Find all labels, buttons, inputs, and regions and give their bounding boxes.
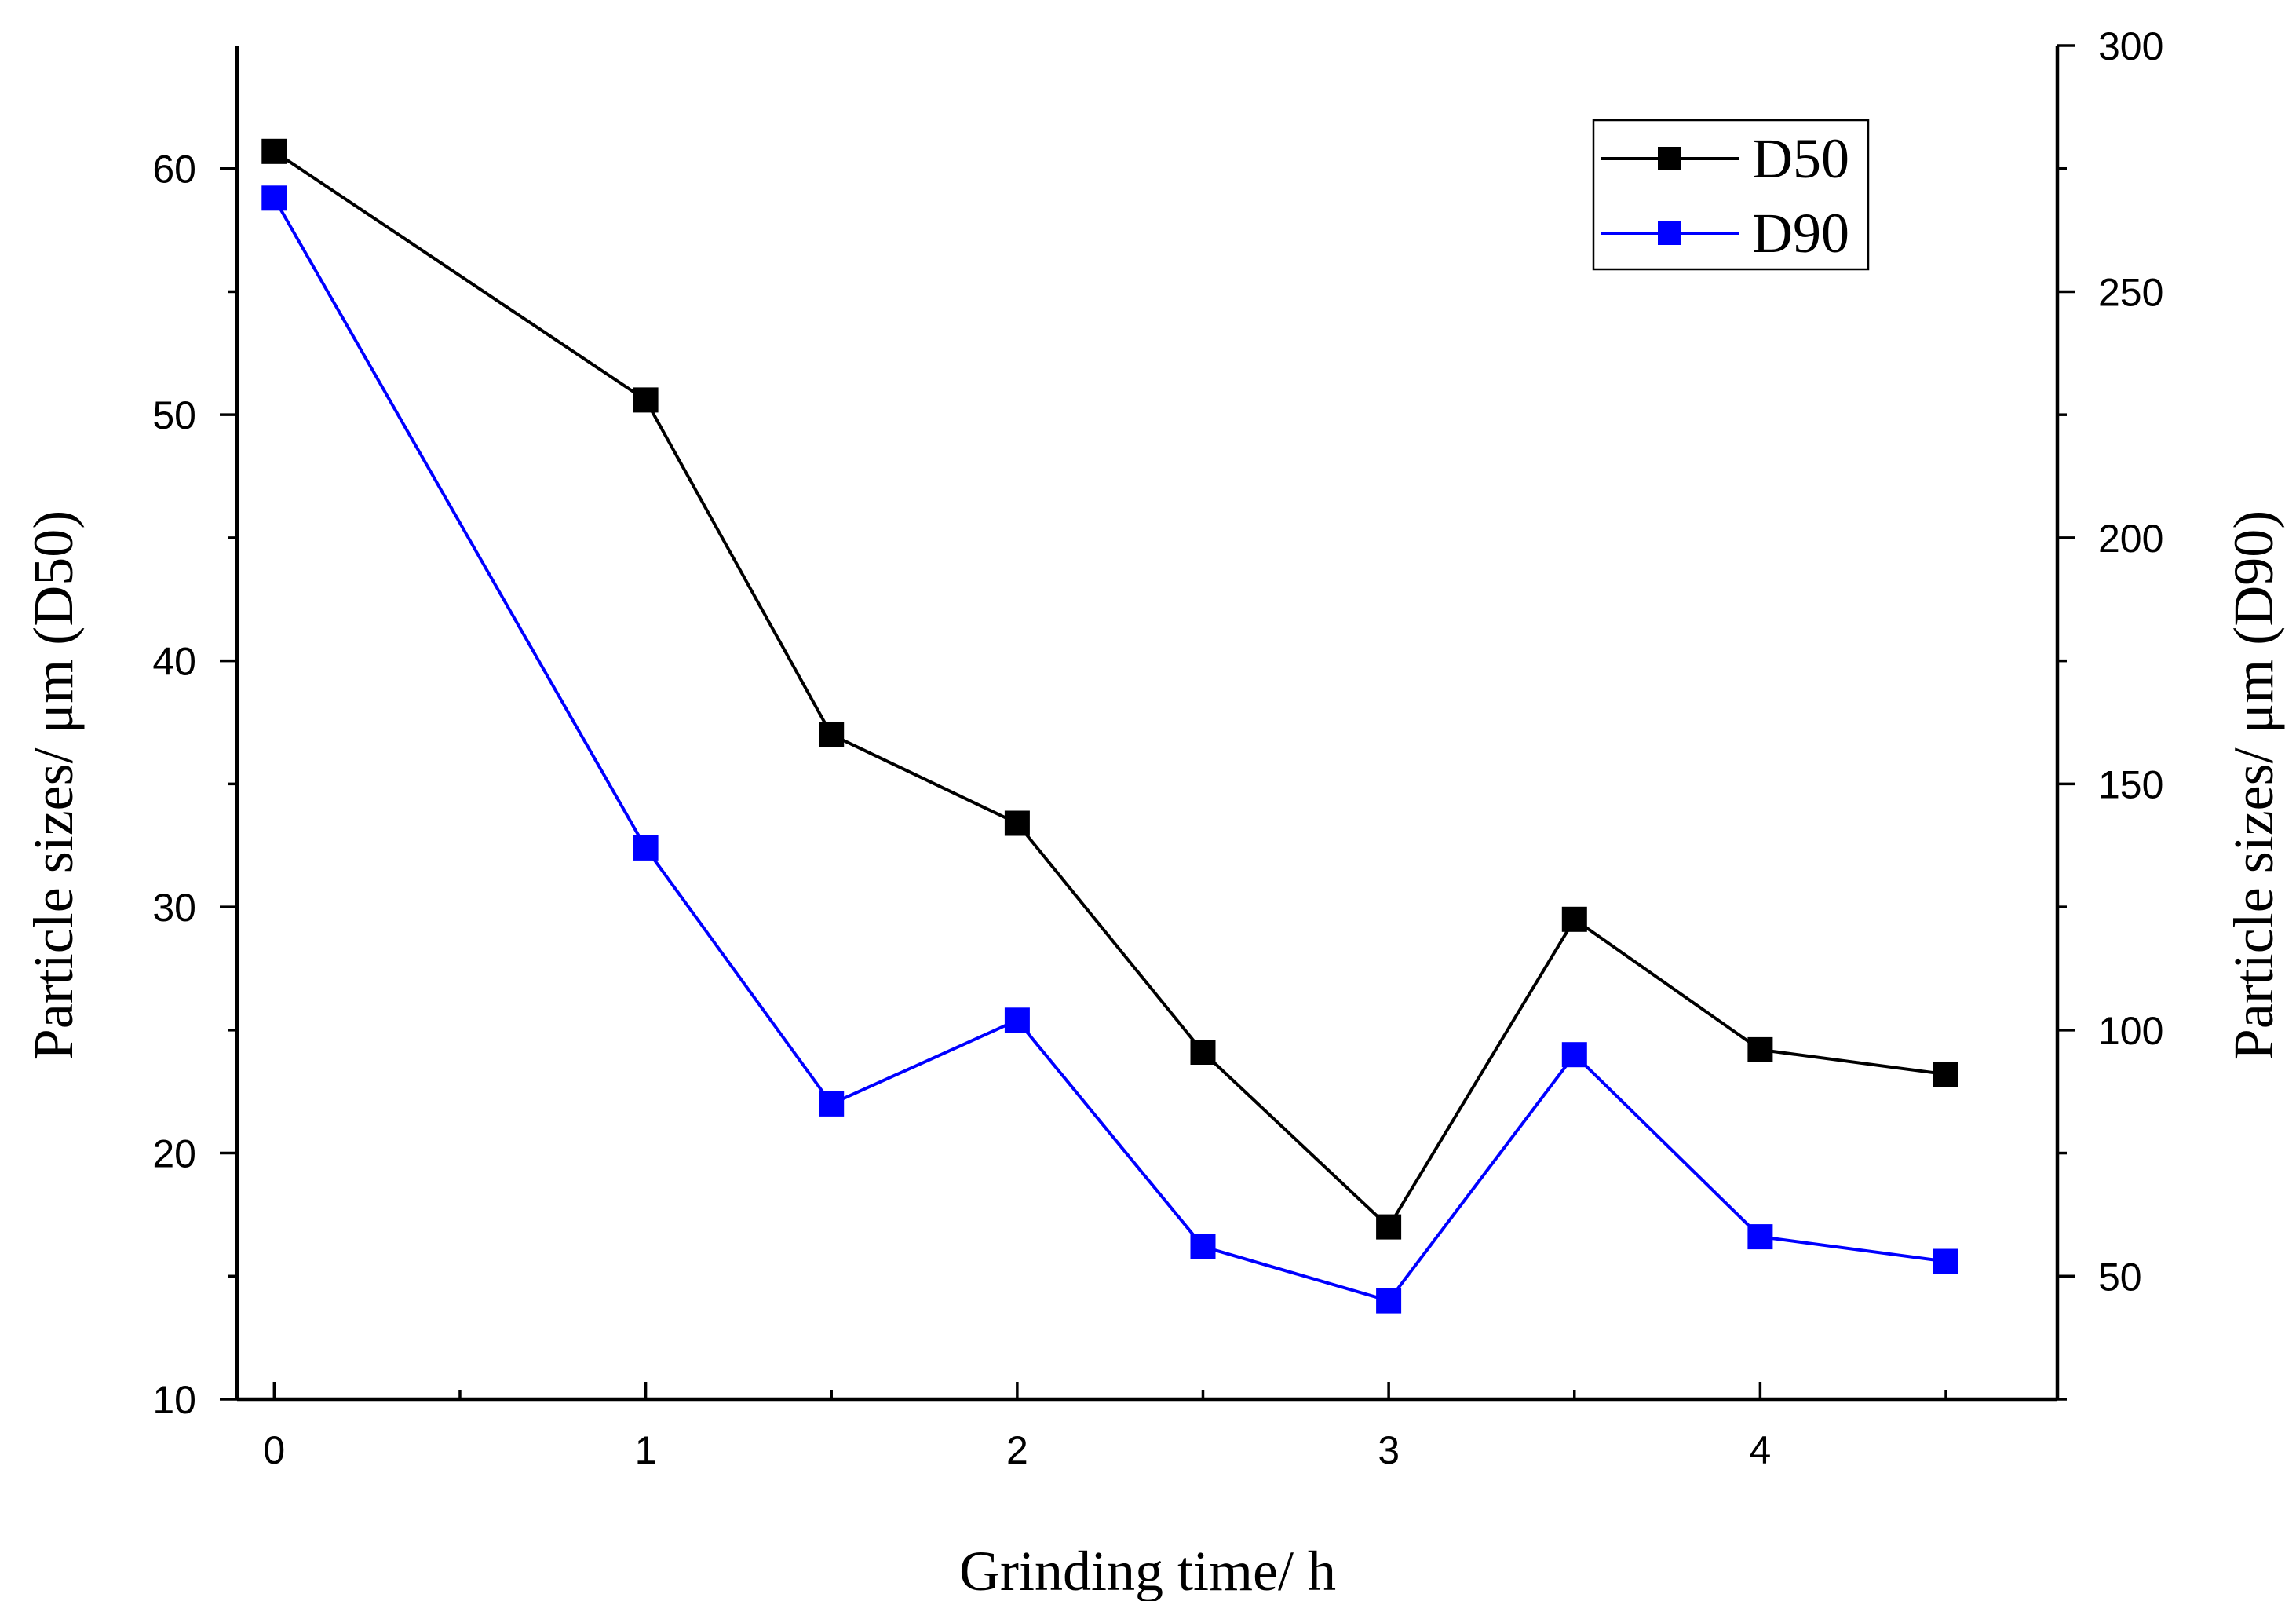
- y-right-tick-label: 50: [2098, 1255, 2142, 1299]
- x-tick-label: 2: [1006, 1428, 1028, 1472]
- data-point-d50: [1190, 1040, 1216, 1065]
- y-left-tick-label: 40: [152, 640, 196, 684]
- data-point-d90: [261, 185, 287, 211]
- y-right-tick-label: 150: [2098, 762, 2163, 806]
- data-point-d50: [1747, 1036, 1773, 1062]
- data-point-d90: [1004, 1007, 1030, 1033]
- x-tick-label: 1: [635, 1428, 657, 1472]
- data-point-d90: [1190, 1234, 1216, 1259]
- y-left-axis-title: Particle sizes/ μm (D50): [22, 510, 85, 1060]
- data-point-d50: [1004, 810, 1030, 836]
- x-tick-label: 0: [263, 1428, 285, 1472]
- legend-box: [1592, 119, 1870, 271]
- y-left-tick-label: 60: [152, 148, 196, 192]
- data-point-d90: [1376, 1288, 1402, 1314]
- x-tick-label: 3: [1378, 1428, 1400, 1472]
- data-point-d50: [1561, 906, 1587, 932]
- y-left-tick-label: 20: [152, 1132, 196, 1176]
- data-point-d90: [1561, 1042, 1587, 1068]
- x-tick-label: 4: [1749, 1428, 1771, 1472]
- plot-frame: [235, 46, 2060, 1402]
- data-point-d90: [633, 835, 659, 861]
- data-point-d50: [1376, 1214, 1402, 1240]
- legend-label-d50: D50: [1752, 127, 1849, 190]
- y-right-tick-label: 300: [2098, 24, 2163, 68]
- data-point-d90: [819, 1091, 845, 1117]
- x-axis-ticks: 0 1 2 3 4: [263, 1382, 1947, 1472]
- y-right-tick-label: 250: [2098, 270, 2163, 314]
- data-point-d50: [1933, 1062, 1958, 1087]
- series-line-d90: [272, 197, 1947, 1303]
- series-line-d50: [273, 150, 1947, 1229]
- x-axis-title: Grinding time/ h: [959, 1540, 1336, 1601]
- data-point-d50: [819, 722, 845, 747]
- data-point-d50: [633, 387, 659, 413]
- y-right-axis-title: Particle sizes/ μm (D90): [2222, 510, 2285, 1060]
- y-right-tick-label: 200: [2098, 517, 2163, 561]
- legend-label-d90: D90: [1752, 202, 1849, 265]
- data-point-d90: [1747, 1224, 1773, 1250]
- data-point-d90: [1933, 1248, 1958, 1274]
- y-left-tick-label: 10: [152, 1378, 196, 1422]
- y-left-axis-ticks: 10 20 30 40 50 60: [152, 148, 237, 1422]
- series-d50: [261, 138, 1958, 1240]
- legend-marker-d50: [1658, 147, 1681, 170]
- data-point-d50: [261, 138, 287, 164]
- series-layer: [261, 138, 1958, 1314]
- legend: D50 D90: [1592, 119, 1870, 271]
- y-right-axis-ticks: 50 100 150 200 250 300: [2057, 24, 2163, 1401]
- series-d90: [261, 185, 1958, 1314]
- y-right-tick-label: 100: [2098, 1009, 2163, 1053]
- y-left-tick-label: 50: [152, 393, 196, 437]
- y-left-tick-label: 30: [152, 886, 196, 930]
- legend-marker-d90: [1658, 221, 1681, 245]
